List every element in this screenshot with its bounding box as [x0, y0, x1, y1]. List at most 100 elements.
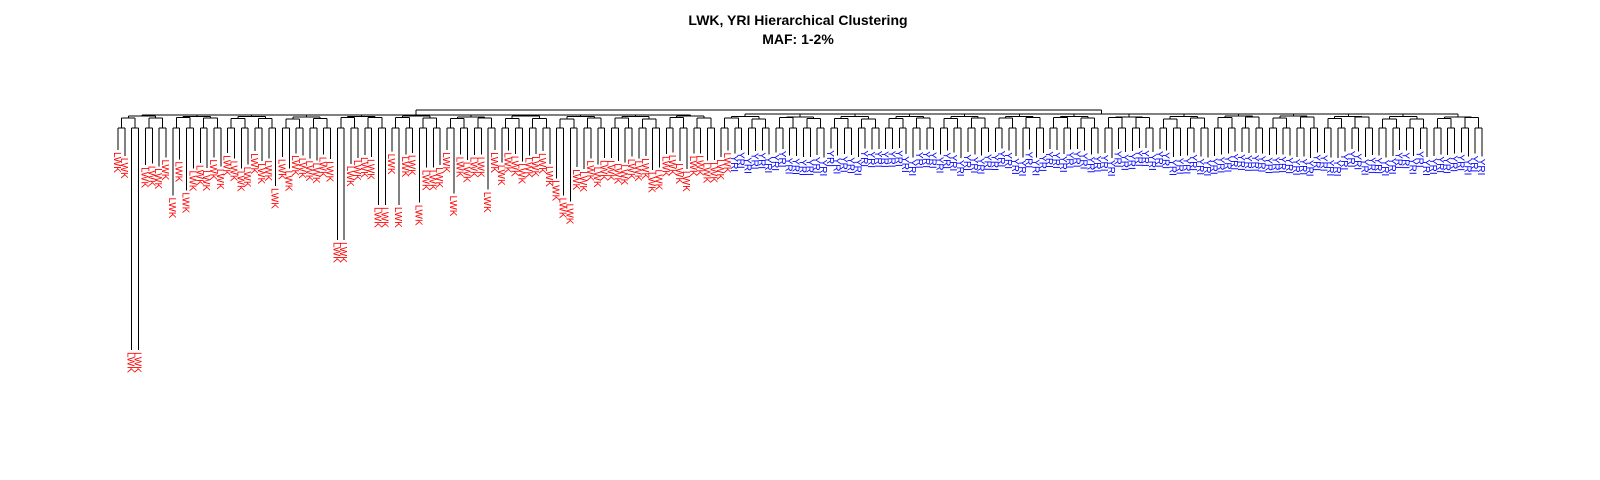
leaf-label: YRI — [865, 151, 876, 168]
leaf-label: YRI — [1317, 155, 1328, 172]
leaf-label: YRI — [1180, 158, 1191, 175]
leaf-label: YRI — [1132, 150, 1143, 167]
leaf-label: YRI — [1009, 158, 1020, 175]
leaf-label: LWK — [618, 164, 629, 185]
leaf-label: LWK — [180, 192, 191, 213]
leaf-label: YRI — [892, 150, 903, 167]
leaf-label: YRI — [851, 159, 862, 176]
leaf-label: LWK — [248, 153, 259, 174]
leaf-label: YRI — [1071, 151, 1082, 168]
leaf-label: LWK — [228, 161, 239, 182]
leaf-label: YRI — [783, 158, 794, 175]
leaf-label: LWK — [159, 160, 170, 181]
leaf-label: YRI — [1400, 152, 1411, 169]
leaf-label: LWK — [166, 198, 177, 219]
leaf-label: LWK — [646, 172, 657, 193]
leaf-label: LWK — [399, 156, 410, 177]
leaf-label: YRI — [1269, 157, 1280, 174]
leaf-label: YRI — [906, 160, 917, 177]
leaf-label: LWK — [591, 167, 602, 188]
leaf-label: YRI — [790, 158, 801, 175]
leaf-label: LWK — [605, 160, 616, 181]
leaf-label: YRI — [1276, 156, 1287, 173]
leaf-label: LWK — [296, 158, 307, 179]
leaf-label: LWK — [221, 155, 232, 176]
leaf-label: YRI — [776, 151, 787, 168]
leaf-label: YRI — [1050, 152, 1061, 169]
leaf-label: YRI — [858, 150, 869, 167]
leaf-label: YRI — [1208, 158, 1219, 175]
leaf-label: YRI — [927, 152, 938, 169]
leaf-label: LWK — [214, 169, 225, 190]
leaf-label: YRI — [1256, 156, 1267, 173]
leaf-label: LWK — [714, 159, 725, 180]
leaf-label: YRI — [1372, 157, 1383, 174]
leaf-label: LWK — [639, 158, 650, 179]
leaf-label: LWK — [467, 157, 478, 178]
leaf-label: LWK — [193, 165, 204, 186]
leaf-label: LWK — [707, 162, 718, 183]
leaf-label: YRI — [1023, 152, 1034, 169]
leaf-label: YRI — [1345, 151, 1356, 168]
leaf-label: LWK — [145, 166, 156, 187]
leaf-label: LWK — [282, 171, 293, 192]
leaf-label: LWK — [152, 168, 163, 189]
leaf-label: YRI — [1160, 152, 1171, 169]
leaf-label: YRI — [1379, 160, 1390, 177]
leaf-label: LWK — [241, 167, 252, 188]
leaf-label: YRI — [1413, 151, 1424, 168]
leaf-label: YRI — [1036, 155, 1047, 172]
leaf-label: LWK — [522, 157, 533, 178]
leaf-label: YRI — [975, 158, 986, 175]
leaf-label: LWK — [694, 155, 705, 176]
leaf-label: YRI — [1475, 159, 1486, 176]
leaf-label: YRI — [1187, 154, 1198, 171]
leaf-label: YRI — [1461, 159, 1472, 176]
leaf-label: LWK — [666, 155, 677, 176]
leaf-label: LWK — [543, 166, 554, 187]
leaf-label: LWK — [132, 352, 143, 373]
leaf-label: LWK — [447, 196, 458, 217]
leaf-label: LWK — [378, 207, 389, 228]
leaf-label: LWK — [173, 161, 184, 182]
dendrogram-leaf-labels: LWKLWKLWKLWKLWKLWKLWKLWKLWKLWKLWKLWKLWKL… — [111, 150, 1486, 373]
leaf-label: YRI — [1235, 154, 1246, 171]
leaf-label: YRI — [742, 157, 753, 174]
leaf-label: YRI — [1139, 150, 1150, 167]
leaf-label: LWK — [365, 159, 376, 180]
leaf-label: YRI — [872, 151, 883, 168]
leaf-label: YRI — [755, 152, 766, 169]
leaf-label: LWK — [577, 171, 588, 192]
leaf-label: LWK — [701, 162, 712, 183]
leaf-label: LWK — [125, 352, 136, 373]
leaf-label: LWK — [406, 155, 417, 176]
leaf-label: LWK — [632, 161, 643, 182]
leaf-label: LWK — [200, 170, 211, 191]
leaf-label: LWK — [502, 152, 513, 173]
leaf-label: YRI — [1297, 159, 1308, 176]
leaf-label: LWK — [454, 157, 465, 178]
leaf-label: YRI — [1324, 160, 1335, 177]
leaf-label: LWK — [653, 169, 664, 190]
leaf-label: LWK — [515, 163, 526, 184]
leaf-label: YRI — [1454, 154, 1465, 171]
dendrogram-branches — [117, 109, 1483, 350]
leaf-label: YRI — [899, 156, 910, 173]
leaf-label: LWK — [111, 152, 122, 173]
leaf-label: LWK — [269, 188, 280, 209]
leaf-label: LWK — [433, 167, 444, 188]
leaf-label: YRI — [1427, 158, 1438, 175]
leaf-label: YRI — [988, 154, 999, 171]
leaf-label: YRI — [982, 154, 993, 171]
leaf-label: YRI — [1043, 151, 1054, 168]
leaf-label: YRI — [1084, 157, 1095, 174]
leaf-label: YRI — [1201, 160, 1212, 177]
leaf-label: YRI — [968, 157, 979, 174]
leaf-label: YRI — [831, 158, 842, 175]
leaf-label: YRI — [1125, 153, 1136, 170]
leaf-label: YRI — [769, 154, 780, 171]
leaf-label: YRI — [1420, 159, 1431, 176]
leaf-label: YRI — [1434, 156, 1445, 173]
leaf-label: LWK — [584, 160, 595, 181]
